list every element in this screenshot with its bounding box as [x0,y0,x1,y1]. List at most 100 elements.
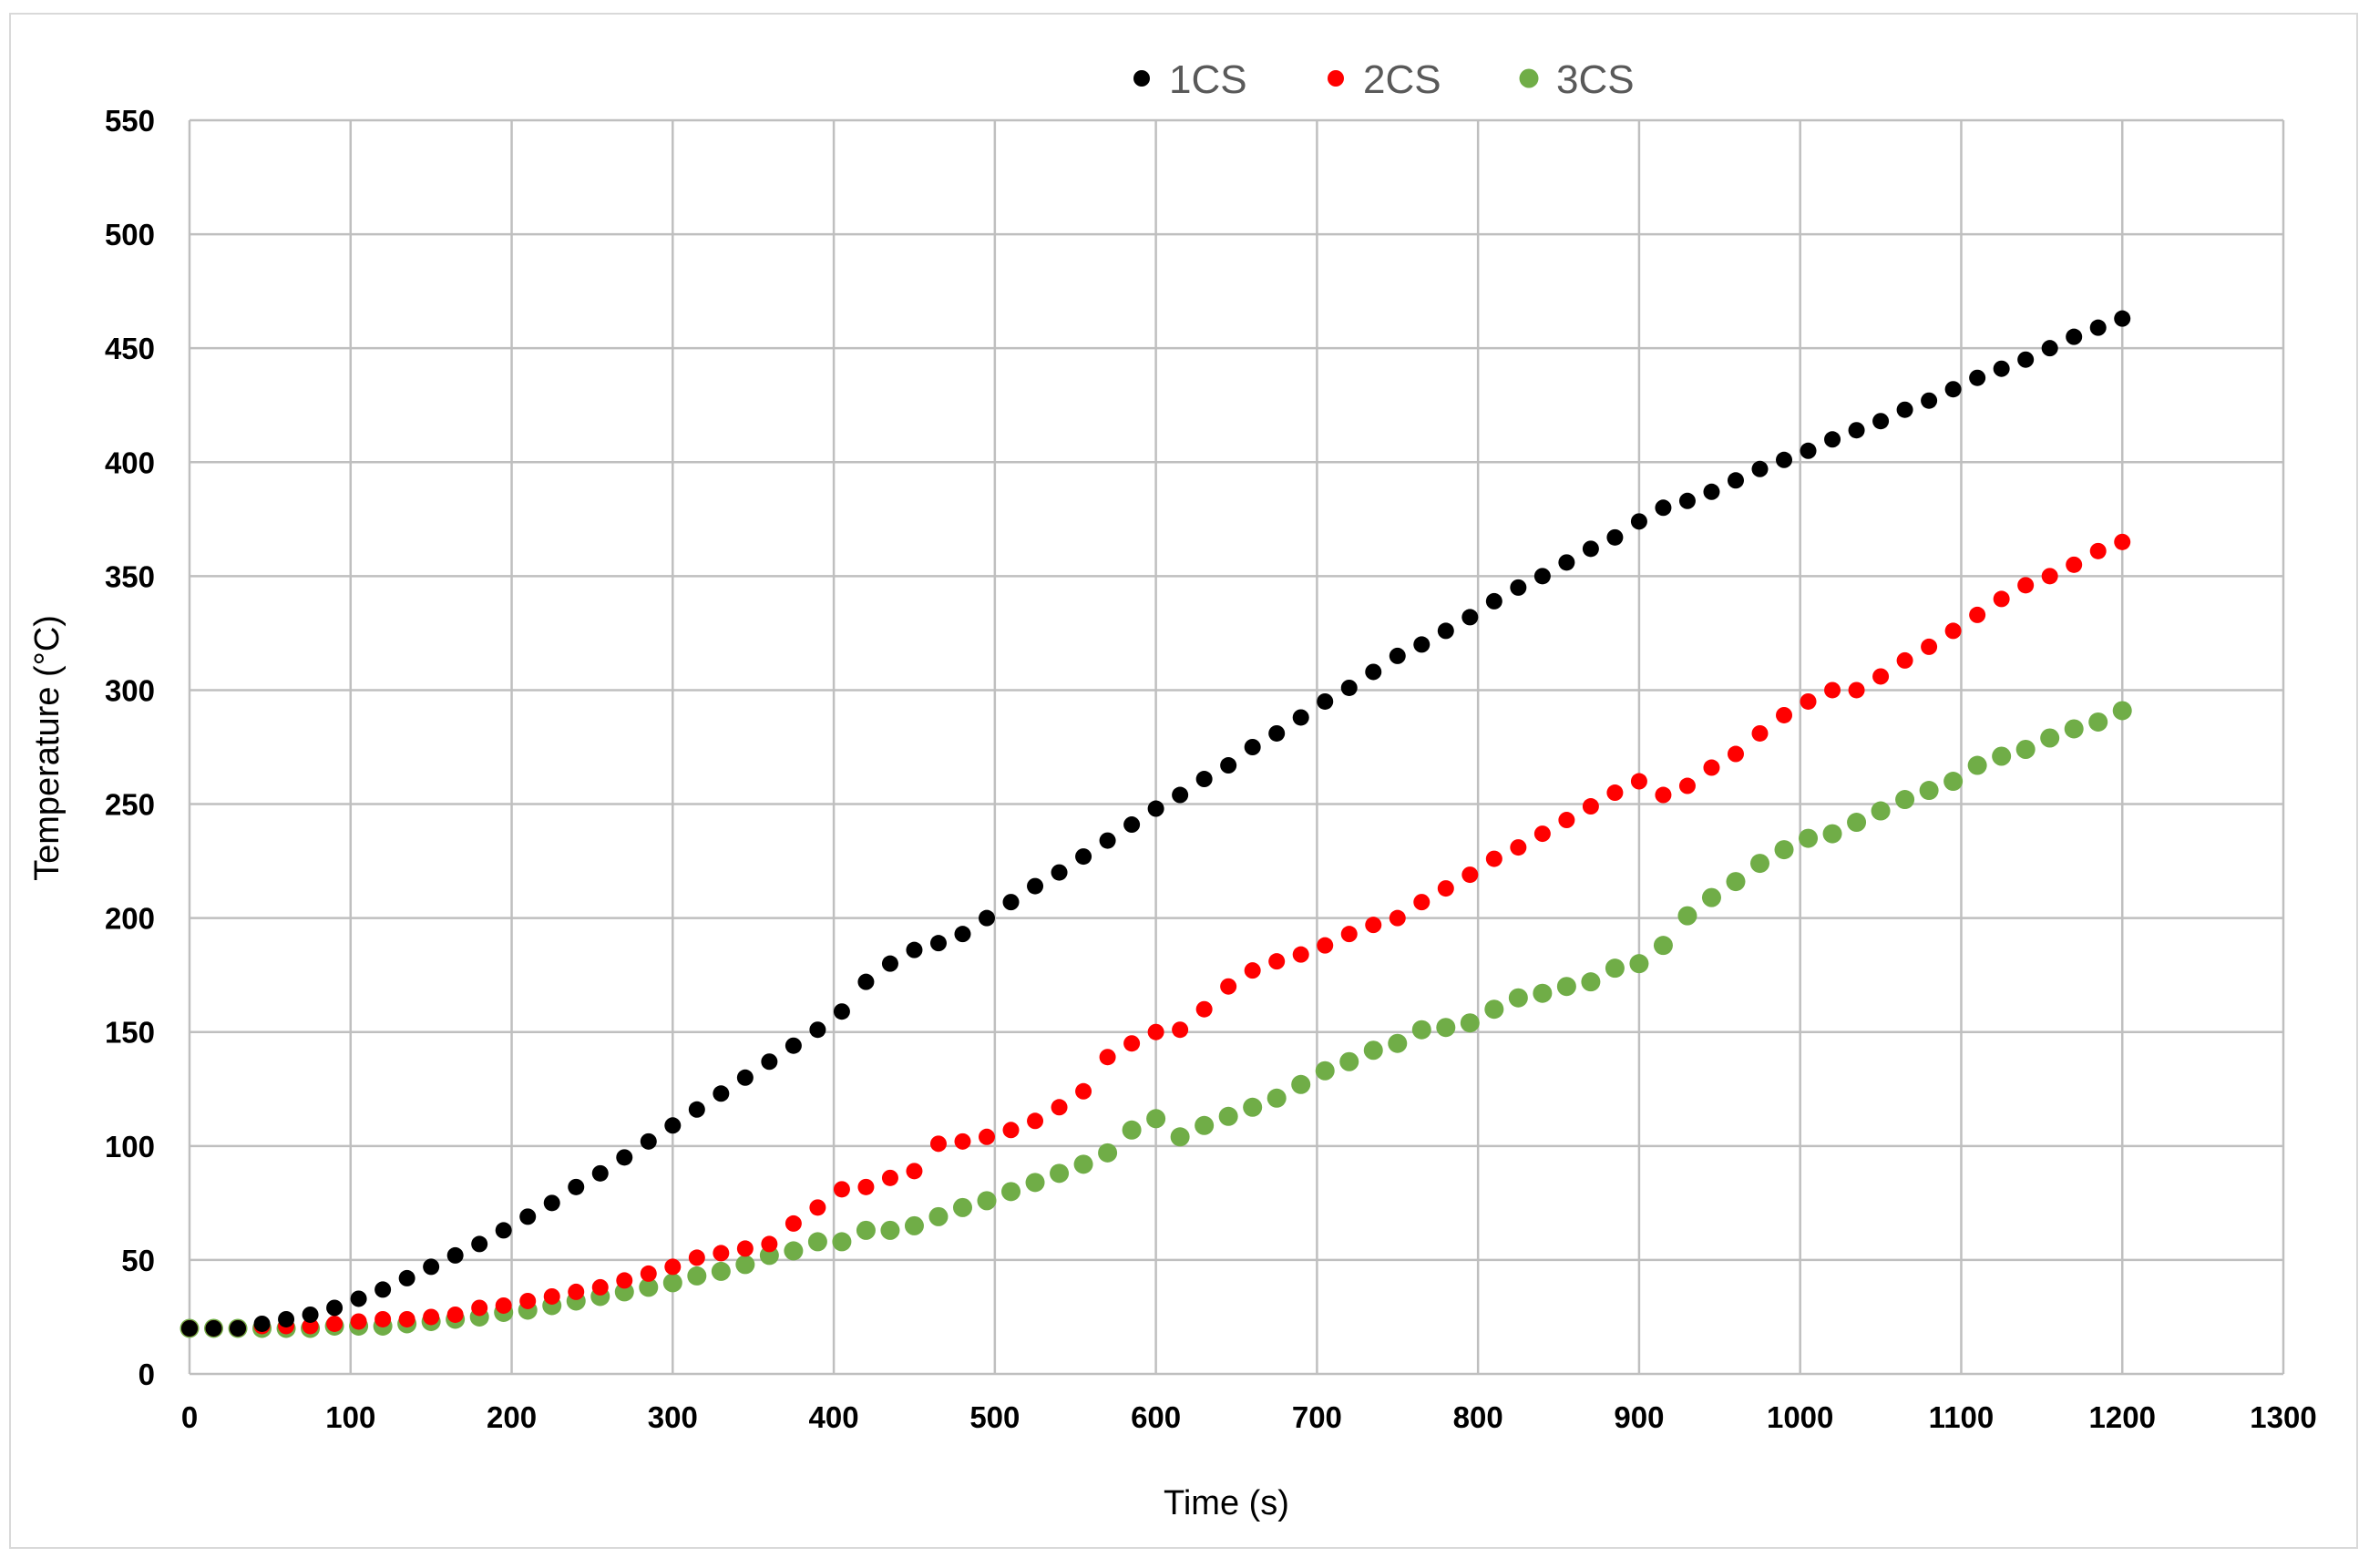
point-3cs [1484,999,1504,1020]
y-tick-label: 500 [105,218,155,251]
point-1cs [1703,483,1720,500]
point-3cs [2064,719,2084,739]
point-1cs [785,1037,802,1054]
point-1cs [230,1319,247,1337]
point-3cs [977,1191,997,1211]
point-3cs [1315,1061,1335,1081]
y-tick-label: 200 [105,902,155,936]
point-3cs [1653,936,1673,956]
x-tick-label: 400 [809,1400,859,1434]
point-2cs [1872,668,1890,685]
legend-marker-2cs [1328,70,1344,87]
point-2cs [1630,773,1647,790]
x-tick-label: 1100 [1929,1400,1995,1434]
point-3cs [1919,781,1939,801]
point-3cs [1170,1127,1190,1147]
point-2cs [906,1163,923,1180]
point-1cs [374,1281,392,1298]
point-3cs [880,1220,900,1240]
point-1cs [857,973,875,990]
y-tick-label: 150 [105,1016,155,1050]
y-axis-title: Temperature (°C) [28,615,67,881]
point-3cs [1967,755,1987,775]
point-1cs [979,909,996,927]
point-2cs [761,1235,778,1253]
y-tick-label: 400 [105,446,155,479]
y-tick-label: 300 [105,673,155,707]
y-tick-label: 0 [138,1358,155,1391]
point-2cs [495,1296,512,1314]
point-1cs [929,935,947,952]
point-2cs [2114,533,2131,550]
point-2cs [713,1245,730,1262]
point-2cs [1896,651,1913,669]
point-3cs [904,1215,924,1235]
point-1cs [1848,422,1865,439]
point-1cs [1800,442,1817,459]
point-3cs [1218,1106,1238,1126]
legend-marker-3cs [1519,68,1539,88]
point-1cs [1437,622,1454,640]
point-1cs [1921,392,1938,409]
point-3cs [639,1277,659,1297]
point-2cs [1824,682,1841,699]
point-1cs [2114,310,2131,327]
point-3cs [1291,1074,1311,1094]
point-1cs [591,1164,609,1182]
point-2cs [1921,638,1938,655]
point-3cs [1629,954,1649,974]
point-2cs [398,1310,415,1327]
point-1cs [1872,413,1890,430]
point-3cs [807,1232,827,1252]
point-3cs [1774,840,1794,860]
point-2cs [1051,1099,1068,1116]
point-2cs [1848,682,1865,699]
point-1cs [1533,568,1551,585]
point-3cs [1750,854,1769,874]
point-1cs [761,1053,778,1071]
point-1cs [833,1003,850,1020]
point-2cs [2066,556,2083,573]
y-tick-label: 250 [105,788,155,822]
point-2cs [446,1306,464,1323]
point-3cs [832,1232,852,1252]
point-3cs [1195,1115,1215,1135]
x-tick-label: 1000 [1767,1400,1833,1434]
point-2cs [543,1287,560,1305]
point-1cs [736,1069,754,1086]
point-3cs [1871,801,1891,821]
point-2cs [1002,1122,1020,1139]
point-1cs [423,1258,440,1276]
point-1cs [471,1235,488,1253]
tick-labels: 0 50 100 150 200 250 300 350 400 450 500 550 0 100 200… [105,104,2317,1434]
point-2cs [1582,798,1599,815]
point-2cs [1944,622,1962,640]
point-1cs [1582,540,1599,558]
point-1cs [1824,431,1841,448]
point-2cs [2089,542,2107,559]
point-2cs [785,1214,802,1232]
point-1cs [1027,877,1044,895]
point-1cs [398,1269,415,1286]
point-3cs [735,1255,755,1275]
point-2cs [954,1132,971,1150]
point-1cs [1776,451,1793,468]
point-1cs [1944,381,1962,398]
point-3cs [2088,712,2108,732]
point-3cs [1822,824,1842,844]
point-1cs [1195,771,1213,788]
point-3cs [1436,1018,1456,1038]
x-tick-label: 100 [325,1400,375,1434]
point-3cs [1992,746,2012,766]
point-3cs [1243,1097,1263,1117]
point-1cs [1678,492,1696,509]
point-1cs [664,1117,682,1134]
point-1cs [1896,401,1913,418]
point-2cs [1220,978,1237,995]
point-2cs [1123,1035,1141,1052]
point-2cs [1655,786,1672,804]
point-2cs [1703,759,1720,776]
point-1cs [2089,319,2107,336]
point-3cs [1363,1040,1383,1061]
point-3cs [1799,828,1819,848]
